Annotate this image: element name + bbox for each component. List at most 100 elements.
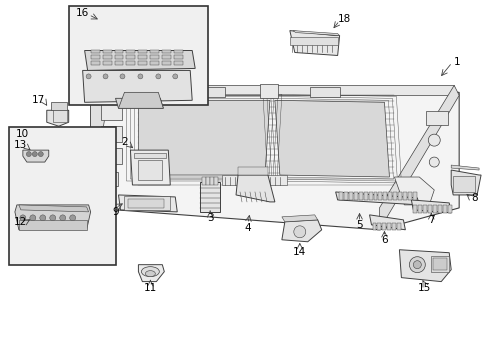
Bar [354,192,358,200]
Ellipse shape [146,271,155,276]
Bar [397,223,401,230]
Bar [433,258,447,270]
Polygon shape [282,215,318,222]
Text: 9: 9 [112,207,119,217]
Text: 14: 14 [293,247,306,257]
Bar [202,177,206,185]
Bar [398,192,402,200]
Text: 2: 2 [121,137,128,147]
Bar [414,192,417,200]
Circle shape [103,74,108,79]
Polygon shape [15,205,91,230]
Bar [418,205,422,213]
Bar [138,62,147,66]
Circle shape [26,152,31,157]
Bar [433,205,437,213]
Text: 16: 16 [76,8,89,18]
Text: 7: 7 [428,215,435,225]
Bar [238,167,268,175]
Polygon shape [293,31,340,36]
Text: 4: 4 [245,223,251,233]
Ellipse shape [142,267,159,276]
Bar [9,127,117,265]
Bar [438,205,442,213]
Text: 17: 17 [32,95,46,105]
Bar [162,50,171,54]
Polygon shape [399,250,451,282]
Bar [126,62,135,66]
Bar [150,55,159,59]
Bar [174,55,183,59]
Circle shape [38,152,43,157]
Text: 3: 3 [207,213,214,223]
Circle shape [429,157,439,167]
Circle shape [40,215,46,221]
Bar [414,205,417,213]
Bar [222,175,287,185]
Text: 5: 5 [356,220,363,230]
Bar [290,37,338,45]
Polygon shape [138,265,164,282]
Bar [138,160,162,180]
Text: 8: 8 [471,193,477,203]
Bar [348,192,353,200]
Bar [53,110,67,122]
Polygon shape [336,192,419,205]
Polygon shape [451,170,481,195]
Bar [100,148,122,164]
Bar [368,192,372,200]
Bar [210,177,214,185]
Circle shape [138,74,143,79]
Text: 1: 1 [454,58,461,67]
Bar [100,172,119,186]
Bar [383,223,387,230]
Bar [389,192,392,200]
Bar [124,196,171,210]
Bar [393,192,397,200]
Bar [339,192,343,200]
Text: 13: 13 [14,140,27,150]
Circle shape [86,74,91,79]
Text: 11: 11 [144,283,157,293]
Polygon shape [412,200,451,213]
Bar [126,50,135,54]
Polygon shape [116,98,163,108]
Bar [423,205,427,213]
Circle shape [30,215,36,221]
Bar [343,192,347,200]
Bar [428,205,432,213]
Bar [195,87,225,97]
Bar [102,50,112,54]
Bar [162,62,171,66]
Bar [138,55,147,59]
Polygon shape [51,102,67,110]
Polygon shape [23,150,49,162]
Bar [69,6,208,105]
Bar [91,55,99,59]
Polygon shape [130,150,171,185]
Bar [200,182,220,212]
Bar [392,223,396,230]
Circle shape [428,134,440,146]
Circle shape [50,215,56,221]
Circle shape [173,74,178,79]
Bar [174,62,183,66]
Bar [174,50,183,54]
Polygon shape [85,50,195,71]
Circle shape [60,215,66,221]
Text: 12: 12 [14,217,27,227]
Bar [138,50,147,54]
Bar [403,192,407,200]
Polygon shape [119,92,163,108]
Bar [206,177,210,185]
Polygon shape [394,177,434,205]
Bar [100,104,122,120]
Bar [102,62,112,66]
Circle shape [20,215,26,221]
Bar [373,192,377,200]
Circle shape [156,74,161,79]
Circle shape [32,152,37,157]
Bar [150,62,159,66]
Bar [408,192,413,200]
Bar [162,55,171,59]
